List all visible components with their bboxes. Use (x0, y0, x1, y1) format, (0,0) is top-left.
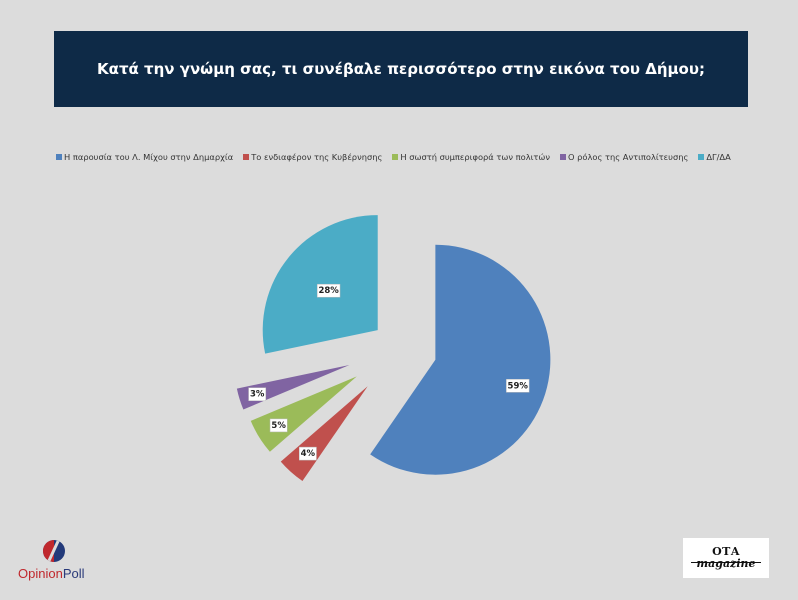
pie-slice (250, 376, 357, 452)
data-label-box (506, 379, 530, 393)
legend-swatch (392, 154, 399, 160)
pie-slice (370, 244, 551, 475)
data-label-box (316, 283, 341, 298)
opinion-poll-logo-text: OpinionPoll (18, 566, 85, 581)
legend-item: Η σωστή συμπεριφορά των πολιτών (392, 152, 550, 162)
data-label: 3% (248, 387, 267, 401)
legend-item: ΔΓ/ΔΑ (698, 152, 731, 162)
data-label: 5% (269, 418, 288, 433)
data-label-text: 28% (318, 286, 339, 296)
data-label-box (269, 418, 288, 433)
legend-label: Η σωστή συμπεριφορά των πολιτών (400, 152, 550, 162)
data-label-text: 4% (301, 449, 316, 459)
data-label-box (248, 387, 267, 401)
legend-label: Ο ρόλος της Αντιπολίτευσης (568, 152, 689, 162)
legend-swatch (698, 154, 705, 160)
ota-logo-line1: ΟΤΑ (712, 545, 740, 558)
legend-item: Η παρουσία του Λ. Μίχου στην Δημαρχία (56, 152, 233, 162)
data-label-text: 3% (250, 390, 265, 400)
data-label-text: 59% (508, 381, 529, 391)
data-label: 28% (316, 283, 341, 298)
legend-swatch (560, 154, 566, 160)
ota-magazine-logo: ΟΤΑ magazine (683, 538, 769, 578)
opinion-poll-logo-icon (43, 540, 65, 562)
pie-slices (236, 215, 551, 481)
data-label: 4% (299, 446, 317, 461)
legend-label: ΔΓ/ΔΑ (706, 152, 731, 162)
legend-label: Η παρουσία του Λ. Μίχου στην Δημαρχία (64, 152, 234, 162)
legend-item: Ο ρόλος της Αντιπολίτευσης (560, 152, 688, 162)
data-label-box (299, 446, 317, 461)
ota-logo-line2: magazine (696, 557, 756, 570)
legend-swatch (56, 154, 62, 160)
legend-item: Το ενδιαφέρον της Κυβέρνησης (243, 152, 382, 162)
opinion-poll-logo: OpinionPoll (16, 538, 96, 584)
legend-swatch (243, 154, 250, 160)
data-label: 59% (506, 379, 530, 393)
pie-data-labels: 59% 4% 5% 3% 28% (248, 283, 530, 461)
chart-legend: Η παρουσία του Λ. Μίχου στην Δημαρχία Το … (56, 150, 756, 164)
legend-label: Το ενδιαφέρον της Κυβέρνησης (251, 152, 383, 162)
chart-title: Κατά την γνώμη σας, τι συνέβαλε περισσότ… (54, 31, 748, 107)
data-label-text: 5% (271, 421, 286, 431)
